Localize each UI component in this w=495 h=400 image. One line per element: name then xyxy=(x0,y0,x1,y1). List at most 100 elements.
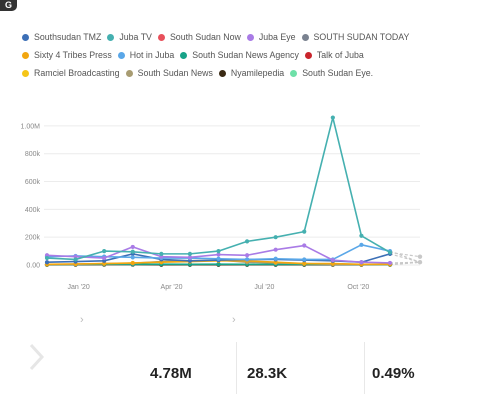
legend-label: Sixty 4 Tribes Press xyxy=(34,50,112,60)
projection-point xyxy=(417,254,423,259)
legend-row: Southsudan TMZ Juba TV South Sudan Now Juba… xyxy=(22,28,492,46)
legend-item[interactable]: South Sudan News Agency xyxy=(180,46,299,64)
x-tick-label: Jan '20 xyxy=(67,284,89,291)
data-point xyxy=(216,256,221,261)
legend-item[interactable]: Nyamilepedia xyxy=(218,64,285,82)
projection-line xyxy=(389,261,421,266)
legend-item[interactable]: South Sudan News xyxy=(125,64,213,82)
projection-line xyxy=(389,253,421,263)
series-layer xyxy=(44,115,393,267)
legend-label: Juba TV xyxy=(119,32,152,42)
legend-dot-icon xyxy=(180,51,188,59)
kpi-divider xyxy=(236,342,237,394)
data-point xyxy=(387,260,393,266)
legend-dot-icon xyxy=(22,51,29,59)
legend-dot-icon xyxy=(22,69,29,77)
data-point xyxy=(187,251,193,256)
legend-label: South Sudan Now xyxy=(169,32,241,42)
chevron-right-icon[interactable]: › xyxy=(80,314,84,326)
legend-item[interactable]: Juba Eye xyxy=(246,28,296,46)
x-tick-label: Jul '20 xyxy=(254,284,274,291)
data-point xyxy=(44,260,50,265)
data-point xyxy=(187,255,193,260)
y-tick-label: 800k xyxy=(25,151,41,158)
data-point xyxy=(216,262,221,267)
legend-item[interactable]: South Sudan Eye. xyxy=(290,64,373,82)
x-tick-label: Oct '20 xyxy=(347,284,369,291)
chevron-right-icon[interactable]: › xyxy=(232,314,236,326)
legend-label: Nyamilepedia xyxy=(230,68,285,78)
data-point xyxy=(330,258,335,263)
data-point xyxy=(44,255,50,261)
legend-dot-icon xyxy=(125,69,133,77)
legend-label: South Sudan News xyxy=(137,68,213,78)
data-point xyxy=(330,115,335,120)
data-point xyxy=(273,235,278,240)
legend-item[interactable]: SOUTH SUDAN TODAY xyxy=(301,28,410,46)
data-point xyxy=(273,256,278,261)
legend-item[interactable]: Ramciel Broadcasting xyxy=(22,64,120,82)
kpi-secondary-value: 28.3K xyxy=(247,365,288,382)
legend-dot-icon xyxy=(246,33,254,41)
x-axis-ticks: Jan '20 Apr '20 Jul '20 Oct '20 xyxy=(67,284,369,291)
legend-dot-icon xyxy=(218,69,226,77)
legend-dot-icon xyxy=(107,33,115,41)
data-point xyxy=(130,260,135,266)
data-point xyxy=(244,239,250,244)
chart-legend: Southsudan TMZ Juba TV South Sudan Now Juba… xyxy=(22,28,492,82)
series-line xyxy=(46,116,391,261)
legend-label: SOUTH SUDAN TODAY xyxy=(313,32,410,42)
data-point xyxy=(359,233,364,238)
legend-row: Sixty 4 Tribes Press Hot in Juba South Sud… xyxy=(22,46,492,64)
y-tick-label: 0.00 xyxy=(26,263,40,270)
legend-item[interactable]: Sixty 4 Tribes Press xyxy=(22,46,112,64)
legend-dot-icon xyxy=(157,33,165,41)
data-point xyxy=(244,253,250,258)
legend-dot-icon xyxy=(304,51,312,59)
data-point xyxy=(130,244,135,250)
data-point xyxy=(302,261,307,266)
y-tick-label: 1.00M xyxy=(21,123,41,130)
data-point xyxy=(302,229,307,234)
data-point xyxy=(130,255,135,260)
data-point xyxy=(302,243,307,248)
data-point xyxy=(102,255,107,261)
y-grid: 0.00 200k 400k 600k 800k 1.00M xyxy=(21,123,420,270)
legend-label: Hot in Juba xyxy=(129,50,175,60)
y-tick-label: 400k xyxy=(25,207,41,214)
data-point xyxy=(130,249,135,254)
legend-dot-icon xyxy=(290,69,298,77)
legend-label: South Sudan Eye. xyxy=(302,68,374,78)
data-point xyxy=(73,257,78,262)
legend-row: Ramciel Broadcasting South Sudan News Nyam… xyxy=(22,64,492,82)
data-point xyxy=(159,251,164,256)
legend-label: Juba Eye xyxy=(258,32,296,42)
legend-dot-icon xyxy=(22,33,29,41)
legend-dot-icon xyxy=(301,33,309,41)
legend-label: Talk of Juba xyxy=(316,50,364,60)
data-point xyxy=(359,260,364,265)
data-point xyxy=(273,247,278,252)
chevron-right-icon[interactable] xyxy=(28,342,46,372)
legend-item[interactable]: Southsudan TMZ xyxy=(22,28,101,46)
legend-item[interactable]: Talk of Juba xyxy=(304,46,364,64)
legend-label: South Sudan News Agency xyxy=(192,50,299,60)
legend-label: Ramciel Broadcasting xyxy=(34,68,120,78)
x-tick-label: Apr '20 xyxy=(161,284,183,291)
app-logo[interactable]: G xyxy=(0,0,17,11)
legend-item[interactable]: South Sudan Now xyxy=(157,28,241,46)
legend-dot-icon xyxy=(117,51,125,59)
kpi-rate-value: 0.49% xyxy=(372,365,415,382)
legend-label: Southsudan TMZ xyxy=(34,32,102,42)
legend-item[interactable]: Juba TV xyxy=(107,28,152,46)
data-point xyxy=(244,257,250,262)
line-chart: 0.00 200k 400k 600k 800k 1.00M Jan '20 Apr '20… xyxy=(21,115,423,291)
y-tick-label: 600k xyxy=(25,179,41,186)
projection-point xyxy=(417,260,423,265)
kpi-total-value: 4.78M xyxy=(150,365,192,382)
data-point xyxy=(216,252,221,257)
data-point xyxy=(359,242,364,247)
legend-item[interactable]: Hot in Juba xyxy=(117,46,175,64)
kpi-divider xyxy=(364,342,365,394)
y-tick-label: 200k xyxy=(25,235,41,242)
